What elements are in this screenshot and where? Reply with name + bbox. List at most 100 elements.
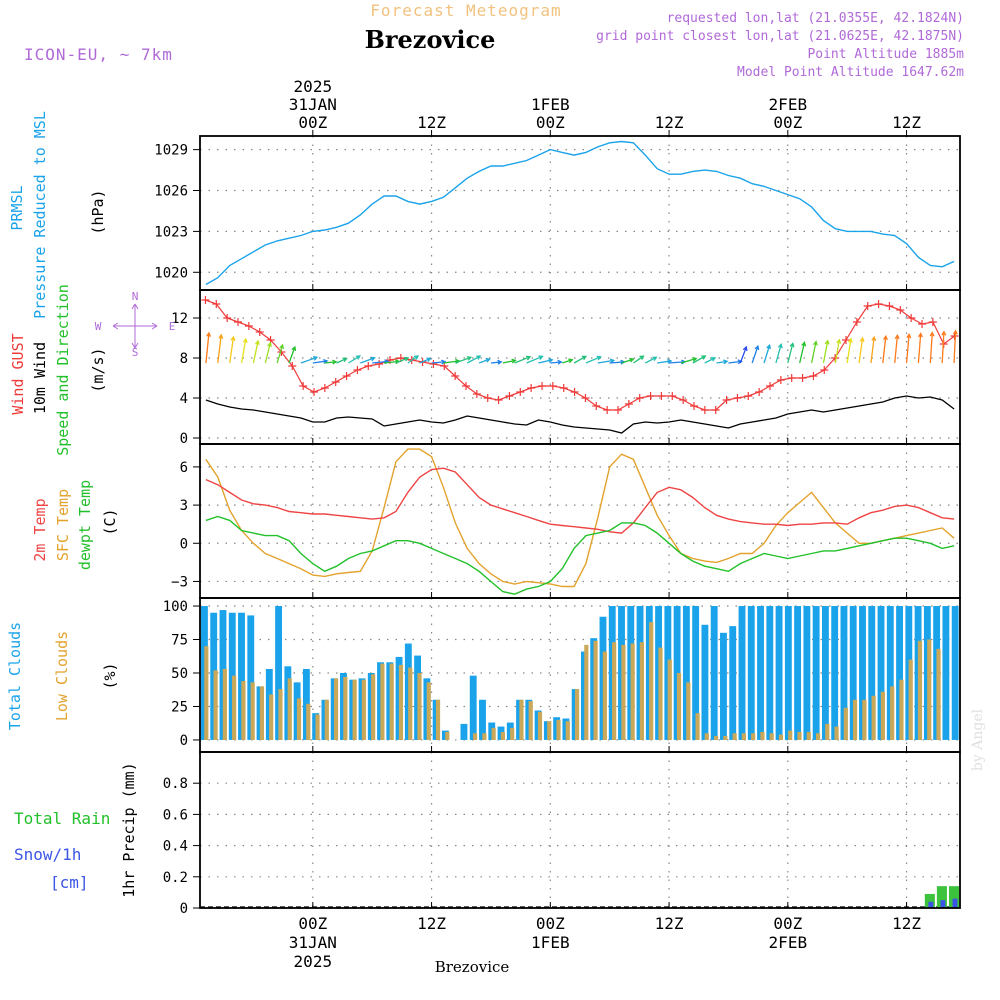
gust-marker [863, 302, 872, 310]
gust-marker [331, 378, 340, 386]
panel-frame-wind [199, 289, 961, 445]
wind-arrow [704, 357, 716, 364]
total-cloud-bar [877, 606, 885, 740]
low-cloud-bar [862, 699, 867, 740]
wind-arrow [383, 360, 400, 364]
low-cloud-bar [204, 646, 209, 740]
low-cloud-bar [788, 730, 793, 740]
wind-arrow-head [538, 355, 544, 360]
wind-arrow [312, 360, 328, 364]
x-tick-label-bottom: 2FEB [769, 933, 808, 952]
gust-marker [494, 396, 503, 404]
wind-arrow [288, 346, 296, 364]
low-cloud-bar [315, 714, 320, 740]
total-cloud-bar [831, 606, 839, 740]
wind-arrow-head [629, 357, 635, 363]
low-cloud-bar [602, 651, 607, 740]
wind-arrow [905, 334, 910, 364]
x-tick-label-bottom: 31JAN [289, 933, 337, 952]
gust-marker [364, 362, 373, 370]
wind-arrow [728, 360, 742, 364]
gust-marker [885, 302, 894, 310]
wind-arrow [240, 338, 247, 364]
low-cloud-bar [250, 682, 255, 740]
low-cloud-bar [834, 726, 839, 740]
low-cloud-bar [259, 686, 265, 740]
gust-marker [874, 300, 883, 308]
pressure-label-name: Pressure Reduced to MSL [31, 111, 49, 319]
x-tick-label-top: 2FEB [769, 95, 808, 114]
x-tick-label-top: 00Z [298, 113, 327, 132]
y-tick-label: 0 [180, 431, 188, 447]
wind-arrow-head [847, 337, 853, 343]
y-tick-label: 3 [180, 498, 188, 514]
panel-clouds: 0 25 50 75 100 [163, 598, 960, 752]
wind-arrow-head [557, 359, 563, 365]
low-cloud-bar [612, 642, 617, 740]
x-tick-label-top: 12Z [655, 113, 684, 132]
gust-marker [288, 362, 297, 370]
low-cloud-bar [222, 668, 227, 740]
low-cloud-bar [667, 659, 672, 740]
low-cloud-bar [825, 723, 830, 740]
wind-arrow [894, 335, 899, 364]
gust-marker [244, 322, 253, 330]
y-tick-label: 1023 [154, 224, 188, 240]
temp-label-unit: (C) [101, 508, 119, 535]
wind-arrow-head [929, 331, 935, 337]
gust-marker [907, 314, 916, 322]
total-cloud-bar [859, 606, 866, 740]
low-cloud-bar [574, 689, 580, 740]
gust-marker [798, 374, 807, 382]
y-tick-label: 0.2 [163, 870, 188, 886]
low-cloud-bar [639, 642, 645, 740]
y-tick-label: 6 [180, 460, 188, 476]
model-label: ICON-EU, ~ 7km [24, 45, 173, 64]
low-cloud-bar [704, 733, 709, 740]
wind-arrow [561, 359, 573, 364]
wind-arrow [953, 330, 957, 364]
wind-arrow [739, 346, 747, 364]
wind-arrow [834, 339, 840, 364]
gust-marker [646, 392, 655, 400]
wind-arrow [810, 341, 817, 364]
gust-marker [820, 366, 829, 374]
wind-label-gust: Wind GUST [9, 333, 27, 414]
compass-n: N [132, 290, 139, 303]
wind-arrow [514, 356, 531, 364]
wind-arrow-head [801, 341, 807, 347]
low-cloud-bar [324, 699, 329, 740]
x-tick-label-bottom: 12Z [655, 914, 684, 933]
wind-arrow [538, 359, 553, 364]
footer-location: Brezovice [435, 958, 510, 976]
wind-arrow-head [941, 330, 947, 336]
low-cloud-bar [853, 699, 858, 740]
gust-marker [614, 406, 622, 414]
total-cloud-bar [692, 606, 700, 740]
gust-marker [527, 384, 536, 392]
wind-arrow-head [859, 336, 865, 342]
wind-arrow-head [894, 333, 900, 340]
grid-coords: grid point closest lon,lat (21.0625E, 42… [596, 29, 964, 44]
wind-arrow-head [652, 356, 658, 361]
wind-arrow [573, 355, 587, 364]
total-cloud-bar [747, 606, 755, 740]
panel-pressure: 1020 1023 1026 1029 [154, 136, 960, 290]
clouds-label-unit: (%) [101, 662, 119, 689]
x-tick-label-top: 00Z [536, 113, 565, 132]
rain-bar [924, 893, 935, 908]
low-cloud-bar [361, 679, 366, 740]
gust-marker [722, 396, 731, 404]
x-tick-label-top: 31JAN [289, 95, 337, 114]
wind-arrow [348, 355, 361, 364]
snow-bar [928, 901, 934, 908]
gust-marker [353, 366, 362, 374]
low-cloud-bar [510, 727, 515, 740]
chart-title: Brezovice [365, 25, 496, 54]
gust-marker [483, 394, 492, 402]
wind-arrow-head [426, 357, 432, 363]
low-cloud-bar [741, 733, 746, 740]
low-cloud-bar [760, 731, 765, 740]
